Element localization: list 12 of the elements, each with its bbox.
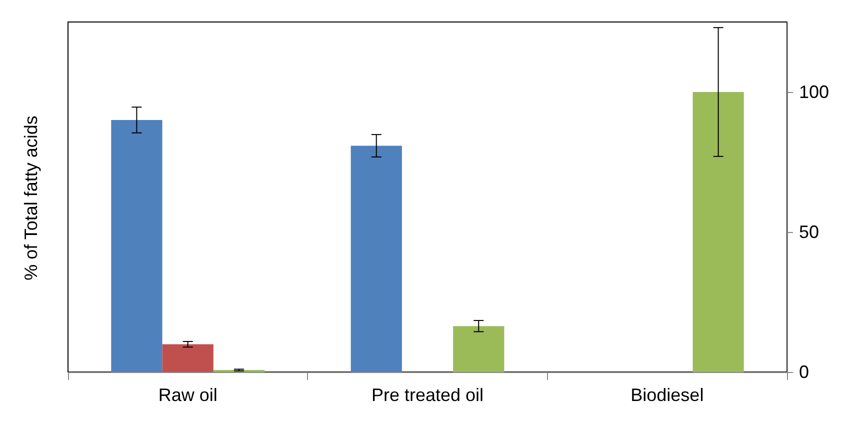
x-tick-label: Biodiesel xyxy=(630,385,704,405)
y-tick-label: 100 xyxy=(799,82,830,102)
bar xyxy=(692,92,744,372)
bar xyxy=(111,120,162,372)
y-tick-label: 0 xyxy=(799,362,810,382)
y-tick-label: 50 xyxy=(799,222,820,242)
bar xyxy=(350,146,402,372)
x-tick-label: Pre treated oil xyxy=(371,385,484,405)
x-tick-label: Raw oil xyxy=(158,385,218,405)
bar xyxy=(162,344,214,372)
y-axis-title: % of Total fatty acids xyxy=(21,116,41,280)
bar xyxy=(453,326,504,372)
